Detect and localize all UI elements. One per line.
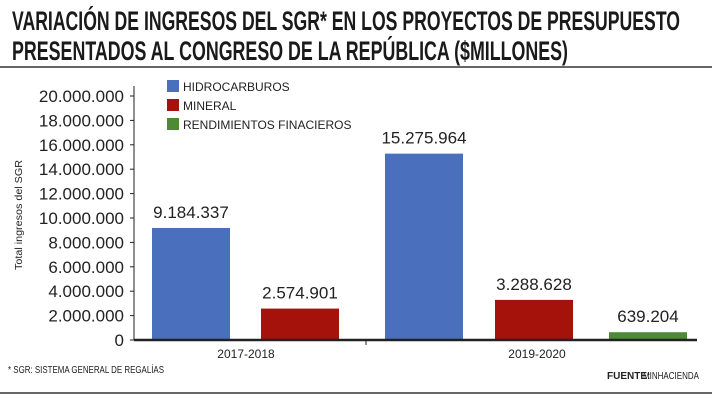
bar-hidrocarburos-2019-2020 [385,153,463,340]
data-label: 3.288.628 [496,275,572,294]
x-category-label: 2017-2018 [217,347,275,361]
y-tick-label: 12.000.000 [39,185,124,204]
data-label: 639.204 [617,307,678,326]
legend-swatch [167,80,179,92]
legend-swatch [167,118,179,130]
y-axis-label: Total ingresos del SGR [14,160,25,270]
y-tick-label: 4.000.000 [48,282,124,301]
chart-title-line-2: PRESENTADOS AL CONGRESO DE LA REPÚBLICA … [12,35,568,66]
data-label: 15.275.964 [381,129,466,148]
y-tick-label: 6.000.000 [48,258,124,277]
y-tick-label: 2.000.000 [48,307,124,326]
data-label: 9.184.337 [153,203,229,222]
y-tick-label: 16.000.000 [39,136,124,155]
y-axis: 0 2.000.000 4.000.000 6.000.000 8.000.000 10.… [39,86,135,350]
legend: HIDROCARBUROS MINERAL RENDIMIENTOS FINACIE… [167,80,351,132]
y-tick-label: 20.000.000 [39,87,124,106]
data-label: 2.574.901 [262,284,338,303]
source-label: FUENTE: [607,371,650,382]
bar-rendimientos-finacieros-2019-2020 [609,332,687,340]
legend-label: HIDROCARBUROS [183,80,290,94]
bar-mineral-2017-2018 [261,308,339,340]
x-category-label: 2019-2020 [508,347,566,361]
y-tick-label: 8.000.000 [48,233,124,252]
legend-label: RENDIMIENTOS FINACIEROS [183,118,351,132]
y-tick-label: 14.000.000 [39,160,124,179]
bar-hidrocarburos-2017-2018 [152,227,230,340]
y-tick-label: 10.000.000 [39,209,124,228]
chart-title-line-1: VARIACIÓN DE INGRESOS DEL SGR* EN LOS PR… [12,5,680,36]
footnote: * SGR: SISTEMA GENERAL DE REGALÍAS [8,363,164,376]
bar-mineral-2019-2020 [495,299,573,340]
source: MINHACIENDA [643,371,699,382]
y-tick-label: 0 [115,331,124,350]
x-axis: 2017-2018 2019-2020 [134,338,697,361]
legend-label: MINERAL [183,99,237,113]
legend-swatch [167,99,179,111]
y-tick-label: 18.000.000 [39,111,124,130]
bars: 9.184.337 2.574.901 15.275.964 3.288.628 639… [152,129,687,340]
